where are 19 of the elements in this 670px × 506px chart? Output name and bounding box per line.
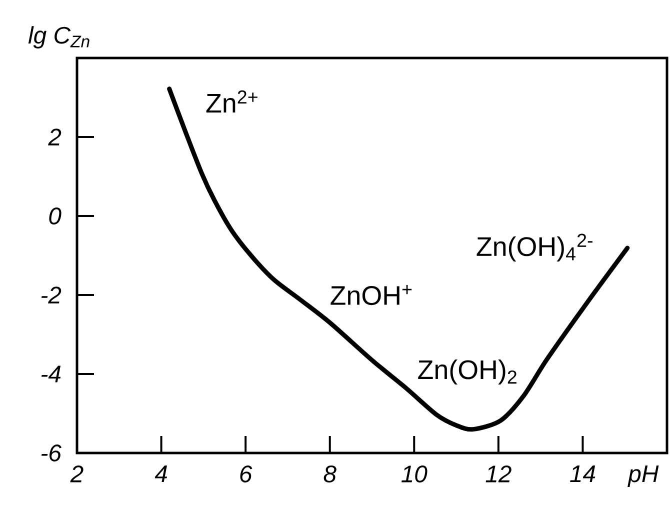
y-tick-label: -6 xyxy=(41,444,62,462)
x-tick-label: 4 xyxy=(154,466,168,482)
x-tick-label: 8 xyxy=(324,466,336,482)
y-tick-label: 2 xyxy=(48,128,62,146)
line-series xyxy=(167,86,630,432)
annotation: Zn$^{2+}$ xyxy=(206,90,258,113)
x-tick-label: 14 xyxy=(570,466,596,482)
y-tick-label: -4 xyxy=(41,366,61,382)
x-tick-label: 10 xyxy=(401,466,428,482)
x-tick-label: 6 xyxy=(240,466,252,482)
y-axis-title: lg C$_{Zn}$ xyxy=(28,26,90,48)
x-tick-label: 2 xyxy=(70,466,84,482)
y-tick-label: 0 xyxy=(49,208,62,224)
x-axis-title: pH xyxy=(628,466,659,487)
annotation: ZnOH$^{+}$ xyxy=(330,284,412,306)
x-tick-label: 12 xyxy=(486,466,512,482)
annotation: Zn(OH)$_{2}$ xyxy=(418,359,516,385)
annotation: Zn(OH)$_{4}$2- xyxy=(476,234,592,262)
y-tick-label: -2 xyxy=(41,286,62,304)
